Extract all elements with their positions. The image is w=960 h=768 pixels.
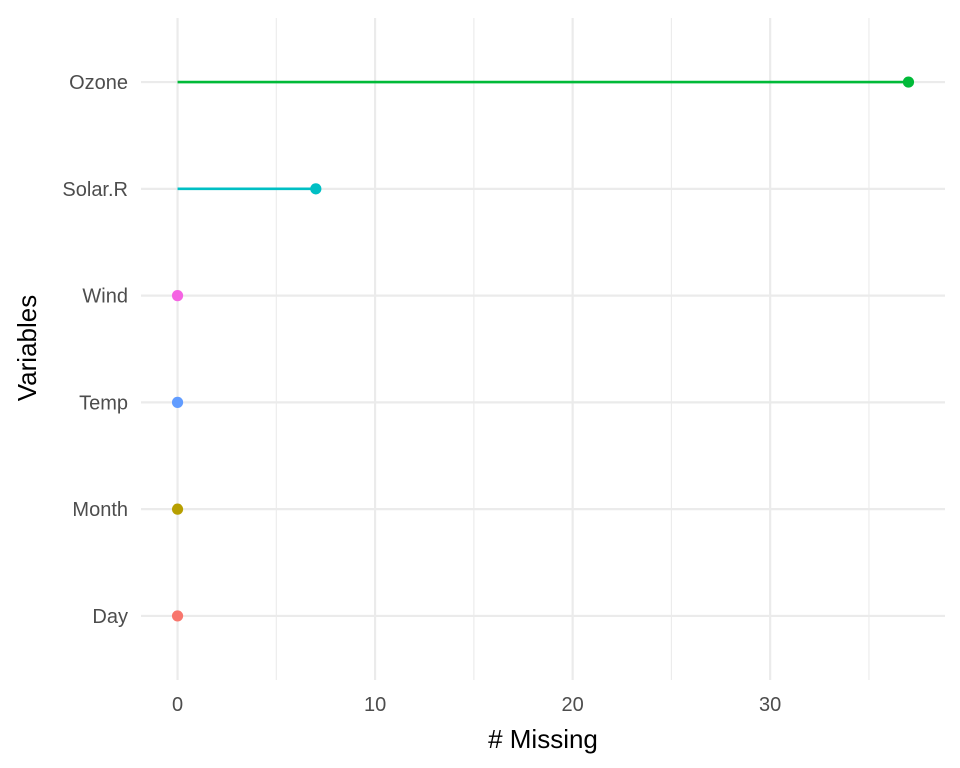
y-tick-labels: Day Month Temp Wind Solar.R Ozone [62, 72, 128, 628]
grid-lines [141, 18, 945, 680]
lollipop-point [171, 503, 184, 515]
x-tick-label: 0 [172, 694, 183, 716]
chart-marks [171, 76, 915, 622]
y-axis-title: Variables [12, 295, 42, 401]
y-tick-label: Temp [79, 392, 128, 414]
lollipop-point [171, 610, 184, 622]
lollipop-point [171, 290, 184, 302]
y-tick-label: Ozone [69, 72, 128, 94]
x-tick-labels: 0 10 20 30 [172, 694, 781, 716]
lollipop-point [171, 396, 184, 408]
x-axis-title: # Missing [488, 724, 598, 754]
lollipop-point [310, 183, 322, 195]
y-tick-label: Solar.R [62, 179, 128, 201]
x-tick-label: 10 [364, 694, 386, 716]
y-tick-label: Day [92, 606, 128, 628]
y-tick-label: Month [72, 499, 128, 521]
x-tick-label: 20 [562, 694, 584, 716]
y-tick-label: Wind [82, 286, 128, 308]
lollipop-point [902, 76, 915, 88]
x-tick-label: 30 [759, 694, 781, 716]
